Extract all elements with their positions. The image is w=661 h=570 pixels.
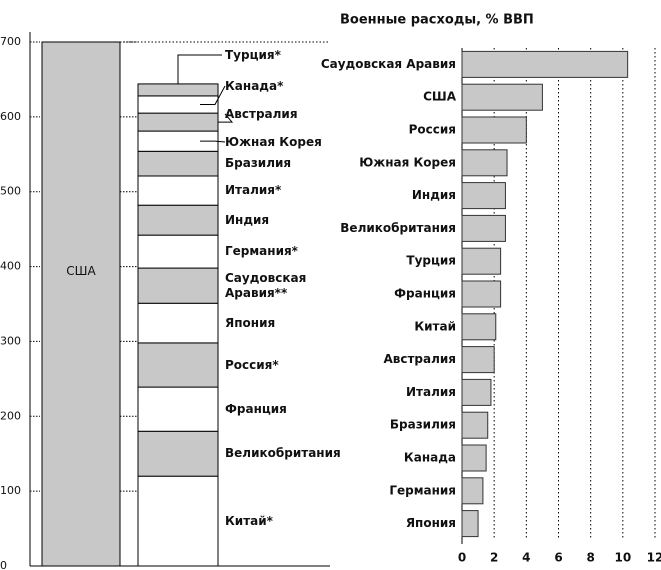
bar (461, 247, 502, 275)
y-tick-label: 600 (0, 110, 21, 123)
bar (461, 477, 484, 505)
segment (137, 386, 219, 432)
bar (461, 83, 543, 111)
segment (137, 204, 219, 236)
y-tick-label: США (423, 90, 457, 104)
y-tick-label: Япония (406, 516, 456, 530)
bar (461, 444, 487, 472)
bar (461, 378, 492, 406)
y-tick-label: Канада (404, 451, 456, 465)
chart-title: Военные расходы, % ВВП (340, 13, 534, 28)
legend-label: Индия (225, 212, 270, 227)
segment (137, 175, 219, 206)
bar (461, 346, 495, 374)
segment (137, 475, 219, 567)
y-tick-label: 500 (0, 185, 21, 198)
y-tick-label: Великобритания (340, 221, 456, 235)
legend-label: Италия* (225, 183, 282, 198)
legend-label: Южная Корея (225, 134, 322, 149)
y-tick-label: 100 (0, 484, 21, 497)
segment (137, 234, 219, 269)
bar (461, 50, 629, 78)
bar-label: США (66, 264, 96, 278)
x-tick-label: 10 (614, 551, 631, 565)
y-tick-label: Саудовская Аравия (321, 57, 456, 71)
x-tick-label: 4 (522, 551, 530, 565)
x-tick-label: 0 (458, 551, 466, 565)
bar (461, 214, 506, 242)
legend-label: Бразилия (225, 156, 292, 171)
bar (461, 313, 497, 341)
y-tick-label: Германия (389, 483, 456, 497)
legend-label: Франция (225, 401, 287, 416)
segment (137, 342, 219, 388)
bar (461, 182, 506, 210)
legend-label: Австралия (225, 106, 298, 121)
segment (137, 83, 219, 97)
y-tick-label: Франция (394, 287, 456, 301)
leader (200, 140, 226, 143)
y-tick-label: Индия (412, 188, 456, 202)
leader (200, 85, 226, 106)
leader (177, 54, 222, 84)
legend-label: Япония (225, 315, 276, 330)
x-tick-label: 6 (554, 551, 562, 565)
y-tick-label: Италия (406, 385, 456, 399)
y-tick-label: 400 (0, 260, 21, 273)
y-tick-label: Бразилия (390, 418, 456, 432)
x-tick-label: 8 (586, 551, 594, 565)
legend-label: Китай* (225, 513, 273, 528)
x-tick-label: 12 (647, 551, 661, 565)
y-tick-label: Южная Корея (359, 155, 456, 169)
legend-label: Россия* (225, 357, 279, 372)
segment (137, 302, 219, 344)
y-tick-label: 300 (0, 334, 21, 347)
bar (461, 149, 508, 177)
legend-label: Саудовская Аравия** (225, 270, 307, 300)
y-tick-label: Турция (406, 254, 456, 268)
bar (461, 116, 527, 144)
segment (137, 430, 219, 477)
segment (137, 150, 219, 177)
y-tick-label: 700 (0, 35, 21, 48)
y-tick-label: Австралия (383, 352, 456, 366)
x-tick-label: 2 (490, 551, 498, 565)
y-tick-label: 0 (0, 559, 7, 570)
bar (461, 411, 489, 439)
legend-label: Германия* (225, 244, 298, 259)
legend-label: Турция* (225, 47, 281, 62)
bar (461, 280, 502, 308)
y-tick-label: 200 (0, 409, 21, 422)
y-tick-label: Россия (409, 123, 456, 137)
legend-label: Великобритания (225, 446, 341, 461)
y-tick-label: Китай (414, 319, 456, 333)
bar (41, 41, 121, 567)
bar (461, 510, 479, 538)
leader (218, 113, 234, 123)
legend-label: Канада* (225, 78, 284, 93)
segment (137, 267, 219, 304)
segment (137, 112, 219, 132)
